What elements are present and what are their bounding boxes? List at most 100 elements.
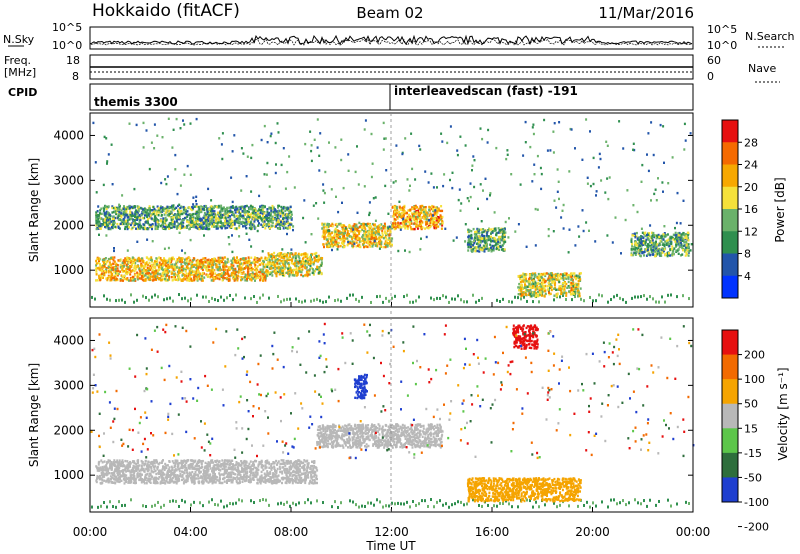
data-cell	[144, 221, 147, 224]
data-cell	[199, 208, 202, 211]
data-cell	[246, 210, 249, 213]
data-cell	[292, 268, 295, 271]
data-cell	[95, 264, 98, 267]
ground-scatter-cell	[682, 294, 684, 298]
data-cell	[276, 223, 279, 226]
data-cell	[230, 259, 233, 262]
data-cell	[189, 262, 192, 265]
data-cell	[170, 218, 173, 221]
data-cell	[239, 261, 241, 264]
data-cell	[377, 227, 379, 231]
data-cell	[657, 244, 660, 247]
data-cell	[129, 213, 132, 216]
data-cell	[190, 221, 193, 224]
ground-scatter-cell	[403, 295, 405, 299]
data-cell	[221, 216, 224, 219]
data-cell	[554, 273, 557, 276]
data-cell	[662, 242, 665, 245]
data-cell	[311, 261, 314, 264]
data-cell	[166, 278, 169, 282]
data-cell	[160, 263, 163, 266]
ground-scatter-cell	[415, 299, 417, 303]
data-cell	[687, 243, 690, 246]
data-cell	[266, 265, 269, 269]
data-cell	[282, 263, 285, 266]
ground-scatter-cell	[301, 300, 303, 304]
data-cell	[97, 261, 100, 265]
data-cell	[239, 258, 242, 261]
data-cell	[186, 265, 189, 268]
cpid-label: CPID	[8, 86, 37, 99]
data-cell	[228, 225, 231, 228]
data-cell	[262, 217, 264, 220]
data-cell	[288, 211, 291, 215]
data-cell	[492, 247, 495, 250]
data-cell	[148, 207, 151, 210]
data-cell	[285, 220, 288, 223]
data-cell	[142, 269, 145, 272]
data-cell	[362, 243, 365, 247]
data-cell	[325, 231, 328, 234]
data-cell	[150, 256, 153, 259]
data-cell	[558, 287, 561, 290]
data-cell	[161, 274, 164, 277]
data-cell	[250, 261, 253, 265]
data-cell	[653, 234, 656, 237]
data-cell	[393, 220, 396, 223]
data-cell	[556, 276, 559, 280]
data-cell	[164, 220, 166, 223]
data-cell	[344, 237, 347, 240]
data-cell	[274, 216, 276, 220]
data-cell	[297, 261, 300, 264]
data-cell	[425, 211, 428, 215]
data-cell	[517, 275, 520, 278]
data-cell	[218, 263, 221, 266]
data-cell	[285, 226, 287, 230]
data-cell	[273, 270, 276, 273]
data-cell	[95, 273, 98, 276]
data-cell	[173, 257, 175, 261]
data-cell	[210, 216, 213, 219]
data-cell	[176, 209, 179, 212]
data-cell	[105, 207, 108, 210]
data-cell	[121, 261, 124, 265]
data-cell	[177, 222, 180, 225]
data-cell	[490, 250, 493, 253]
data-cell	[166, 274, 169, 277]
data-cell	[431, 217, 434, 221]
data-cell	[326, 226, 329, 229]
data-cell	[179, 206, 182, 210]
data-cell	[107, 214, 110, 217]
data-cell	[197, 266, 200, 269]
data-cell	[641, 231, 644, 234]
data-cell	[118, 211, 121, 214]
data-cell	[223, 206, 225, 210]
data-cell	[570, 281, 573, 285]
data-cell	[215, 205, 218, 209]
data-cell	[199, 225, 202, 228]
data-cell	[557, 273, 560, 277]
data-cell	[531, 274, 534, 277]
ground-scatter-cell	[346, 296, 348, 300]
data-cell	[96, 279, 99, 282]
data-cell	[427, 214, 430, 217]
data-cell	[361, 235, 364, 239]
data-cell	[138, 268, 141, 272]
data-cell	[350, 241, 353, 245]
data-cell	[536, 287, 539, 290]
data-cell	[175, 217, 178, 220]
data-cell	[311, 268, 314, 271]
data-cell	[478, 235, 481, 238]
data-cell	[401, 208, 404, 212]
data-cell	[233, 215, 236, 219]
data-cell	[181, 219, 184, 222]
data-cell	[201, 208, 204, 211]
data-cell	[254, 279, 256, 282]
data-cell	[498, 235, 500, 239]
data-cell	[96, 267, 99, 270]
data-cell	[218, 265, 221, 269]
data-cell	[349, 225, 352, 228]
data-cell	[235, 205, 238, 209]
data-cell	[141, 268, 144, 272]
data-cell	[226, 223, 229, 226]
